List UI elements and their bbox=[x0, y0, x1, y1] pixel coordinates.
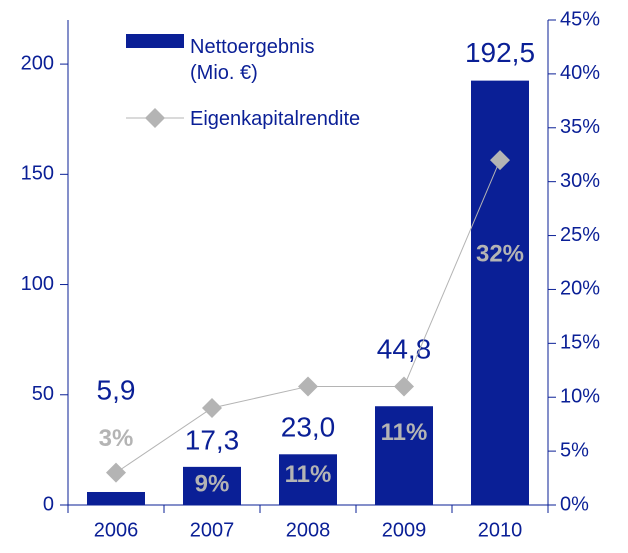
bar bbox=[183, 466, 241, 505]
line-marker bbox=[490, 150, 510, 171]
y2-tick-label: 5% bbox=[560, 439, 589, 461]
bar-value-label: 5,9 bbox=[97, 374, 136, 405]
y2-tick-label: 30% bbox=[560, 170, 600, 192]
bar bbox=[279, 454, 337, 505]
x-tick-label: 2006 bbox=[94, 519, 139, 541]
bar-value-label: 17,3 bbox=[185, 424, 240, 455]
y2-tick-label: 40% bbox=[560, 62, 600, 84]
y-tick-label: 150 bbox=[21, 163, 54, 185]
y2-tick-label: 0% bbox=[560, 493, 589, 515]
bar bbox=[87, 491, 145, 505]
line-value-label: 3% bbox=[99, 425, 134, 452]
line-value-label: 11% bbox=[381, 419, 428, 446]
legend-label: Nettoergebnis (Mio. €) bbox=[190, 36, 315, 84]
line-marker bbox=[202, 398, 222, 418]
line-marker bbox=[298, 376, 318, 397]
line-value-label: 11% bbox=[285, 461, 332, 488]
legend-swatch bbox=[126, 34, 184, 48]
y2-tick-label: 15% bbox=[560, 332, 600, 354]
bar bbox=[471, 80, 529, 505]
bar-value-label: 23,0 bbox=[281, 412, 336, 443]
x-tick-label: 2009 bbox=[382, 519, 427, 541]
line-marker bbox=[394, 376, 414, 397]
line-marker bbox=[106, 462, 126, 483]
legend-label: Eigenkapitalrendite bbox=[190, 108, 361, 130]
y-tick-label: 100 bbox=[21, 273, 54, 295]
y2-tick-label: 10% bbox=[560, 386, 600, 408]
y2-tick-label: 45% bbox=[560, 8, 600, 30]
bar-value-label: 44,8 bbox=[377, 334, 432, 365]
bar-value-label: 192,5 bbox=[465, 37, 535, 68]
line-value-label: 9% bbox=[195, 470, 230, 497]
line-value-label: 32% bbox=[476, 240, 524, 267]
y-tick-label: 0 bbox=[43, 493, 54, 515]
y2-tick-label: 25% bbox=[560, 224, 600, 246]
x-tick-label: 2010 bbox=[478, 519, 523, 541]
x-tick-label: 2008 bbox=[286, 519, 331, 541]
bar bbox=[375, 406, 433, 505]
y-tick-label: 50 bbox=[32, 383, 54, 405]
y2-tick-label: 35% bbox=[560, 116, 600, 138]
y-tick-label: 200 bbox=[21, 52, 54, 74]
y2-tick-label: 20% bbox=[560, 278, 600, 300]
x-tick-label: 2007 bbox=[190, 519, 235, 541]
legend-marker bbox=[145, 108, 165, 128]
